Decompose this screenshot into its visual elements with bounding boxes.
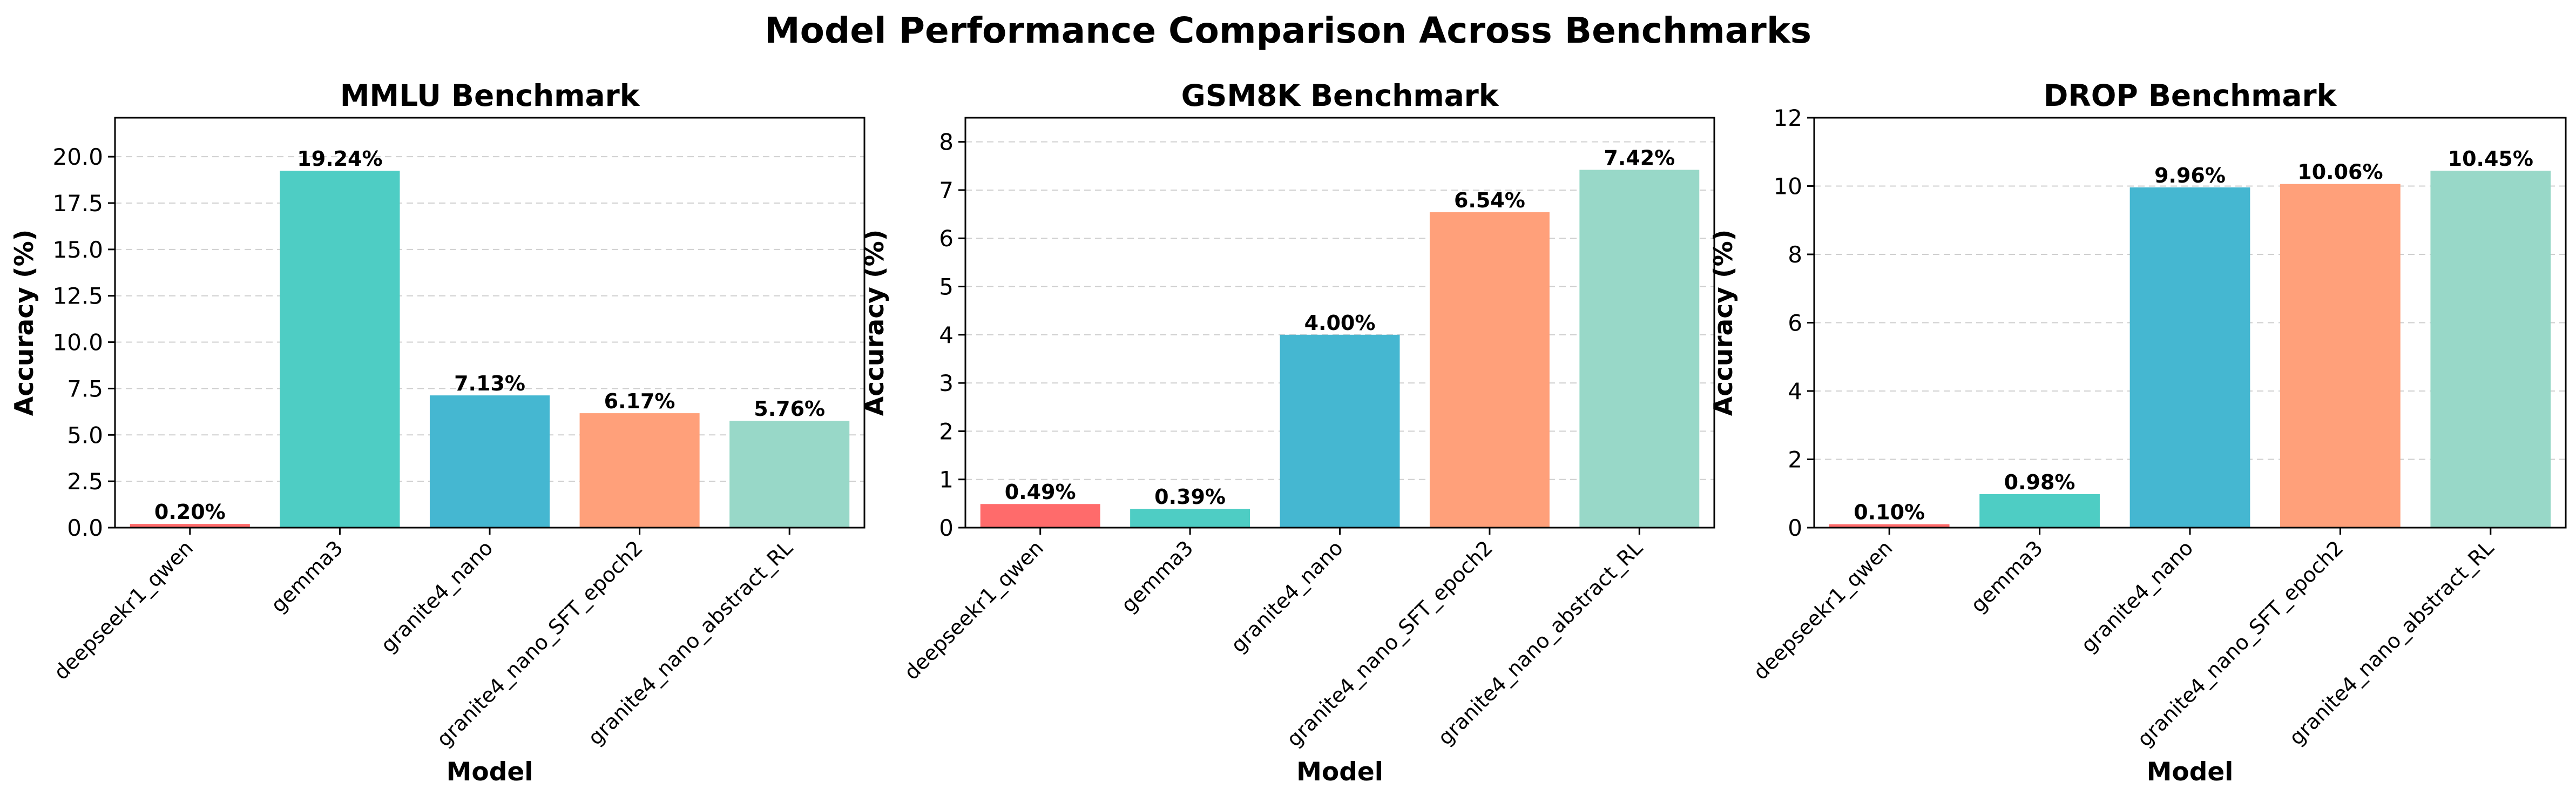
bar (429, 395, 550, 528)
x-tick-label: granite4_nano (2077, 536, 2198, 657)
data-label: 7.42% (1604, 146, 1675, 170)
bar (980, 504, 1100, 528)
y-tick-label: 0 (939, 515, 954, 541)
data-label: 0.10% (1854, 501, 1925, 524)
bar (1979, 494, 2100, 528)
y-axis-label: Accuracy (%) (1709, 230, 1739, 416)
x-axis-label: Model (447, 757, 533, 787)
y-tick-label: 7 (939, 177, 954, 204)
bar (1829, 524, 1950, 528)
bar (1579, 170, 1700, 528)
y-tick-label: 1 (939, 467, 954, 493)
data-label: 10.06% (2297, 160, 2383, 184)
x-axis-label: Model (2147, 757, 2234, 787)
y-tick-label: 4 (939, 322, 954, 348)
bar (1280, 334, 1400, 528)
y-tick-label: 20.0 (52, 144, 103, 170)
data-label: 19.24% (297, 147, 382, 171)
data-label: 7.13% (454, 372, 525, 395)
plot-frame (1813, 117, 2567, 529)
data-label: 5.76% (754, 397, 825, 421)
plot-frame (964, 117, 1715, 529)
bar (579, 413, 700, 528)
data-label: 0.39% (1154, 485, 1226, 509)
y-tick-label: 2 (1788, 447, 1802, 473)
y-axis-label: Accuracy (%) (10, 230, 39, 416)
x-tick-label: deepseekr1_qwen (1748, 536, 1897, 684)
y-tick-label: 15.0 (52, 237, 103, 263)
y-tick-label: 5.0 (67, 422, 103, 448)
bar (729, 421, 850, 528)
subplot-title: MMLU Benchmark (340, 78, 640, 113)
bar (130, 524, 250, 528)
plot-frame (114, 117, 866, 529)
y-axis-label: Accuracy (%) (860, 230, 890, 416)
y-tick-label: 4 (1788, 378, 1802, 405)
data-label: 0.98% (2004, 470, 2075, 494)
data-label: 10.45% (2448, 147, 2533, 171)
y-tick-label: 5 (939, 274, 954, 300)
subplot-title: GSM8K Benchmark (1181, 78, 1499, 113)
y-tick-label: 2 (939, 418, 954, 444)
data-label: 4.00% (1304, 311, 1376, 335)
y-tick-label: 0 (1788, 515, 1802, 541)
subplot-title: DROP Benchmark (2044, 78, 2337, 113)
y-tick-label: 8 (939, 129, 954, 156)
y-tick-label: 10 (1774, 173, 1802, 200)
y-tick-label: 17.5 (52, 190, 103, 217)
gsm8k-chart: 0123456780.49%deepseekr1_qwen0.39%gemma3… (860, 78, 1715, 787)
mmlu-chart: 0.02.55.07.510.012.515.017.520.00.20%dee… (10, 78, 866, 787)
x-axis-label: Model (1296, 757, 1383, 787)
y-tick-label: 3 (939, 370, 954, 396)
y-tick-label: 12 (1774, 105, 1802, 131)
data-label: 6.54% (1454, 188, 1525, 212)
bar (1130, 509, 1250, 528)
bar (2430, 171, 2551, 528)
x-tick-label: gemma3 (1966, 536, 2047, 617)
y-tick-label: 7.5 (67, 375, 103, 402)
y-tick-label: 6 (1788, 310, 1802, 336)
y-tick-label: 8 (1788, 241, 1802, 268)
y-tick-label: 6 (939, 225, 954, 252)
y-tick-label: 0.0 (67, 515, 103, 541)
bar (2129, 187, 2250, 528)
bar (1429, 212, 1550, 528)
y-tick-label: 10.0 (52, 329, 103, 356)
figure-title: Model Performance Comparison Across Benc… (764, 10, 1811, 51)
y-tick-label: 2.5 (67, 468, 103, 495)
data-label: 0.20% (154, 500, 226, 524)
data-label: 9.96% (2154, 164, 2226, 187)
data-label: 6.17% (604, 389, 675, 413)
data-label: 0.49% (1005, 480, 1076, 504)
y-tick-label: 12.5 (52, 283, 103, 309)
bar (2280, 184, 2401, 528)
bar (280, 171, 400, 528)
